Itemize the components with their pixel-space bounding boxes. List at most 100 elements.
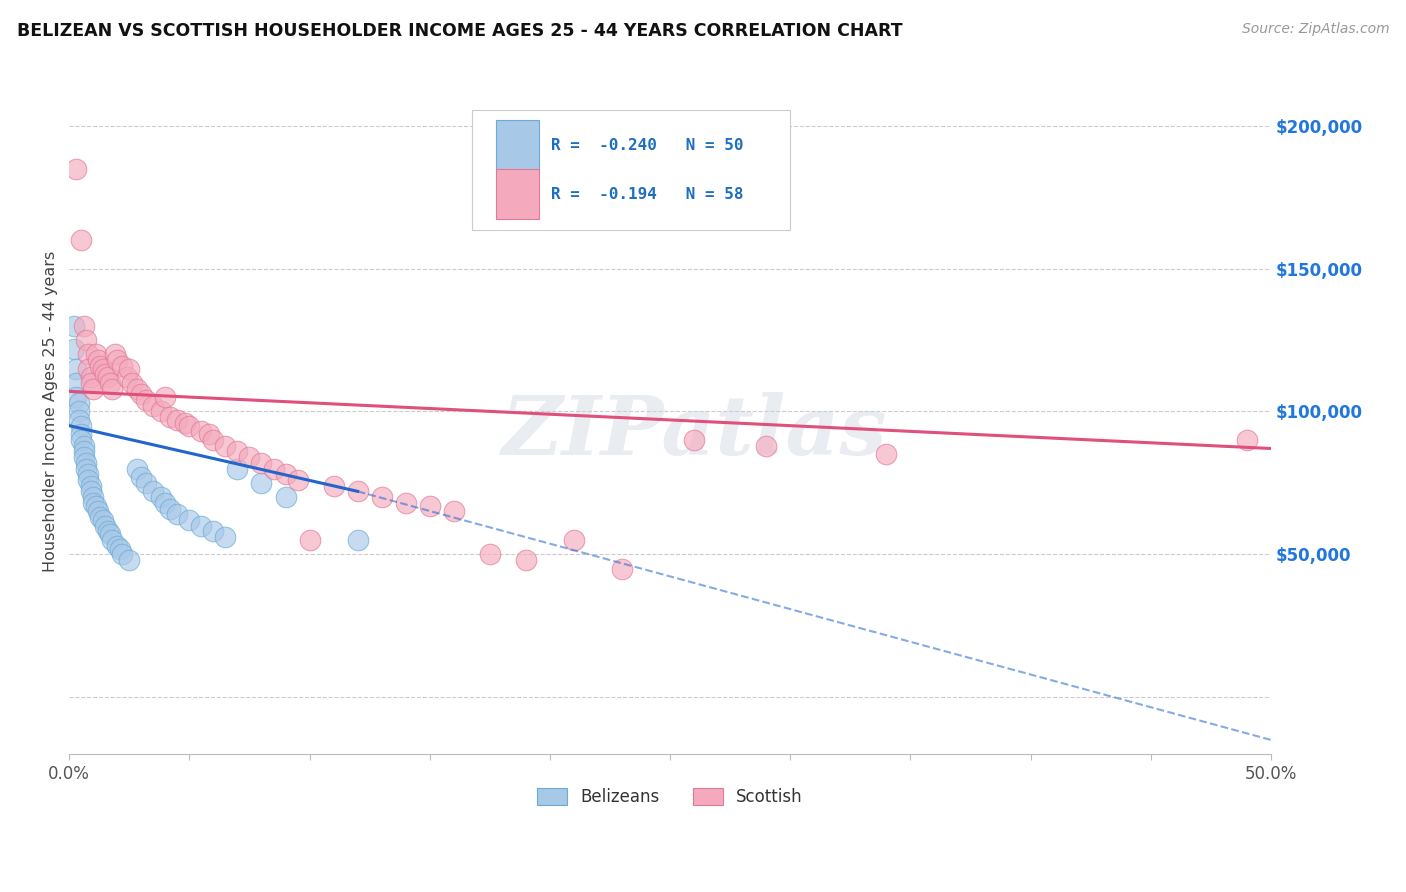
Point	[287, 473, 309, 487]
Point	[72, 444, 94, 458]
Point	[101, 382, 124, 396]
Point	[108, 541, 131, 556]
Point	[395, 496, 418, 510]
Point	[197, 427, 219, 442]
Point	[214, 439, 236, 453]
Point	[111, 547, 134, 561]
Point	[70, 418, 93, 433]
Point	[298, 533, 321, 547]
Point	[82, 496, 104, 510]
Point	[111, 359, 134, 373]
Point	[82, 490, 104, 504]
Point	[131, 387, 153, 401]
Point	[179, 513, 201, 527]
Point	[346, 533, 368, 547]
Point	[202, 433, 225, 447]
Point	[77, 347, 100, 361]
Point	[118, 553, 141, 567]
Point	[80, 370, 103, 384]
Point	[159, 501, 181, 516]
Point	[173, 416, 195, 430]
Text: R =  -0.194   N = 58: R = -0.194 N = 58	[551, 186, 744, 202]
Point	[77, 361, 100, 376]
Point	[77, 467, 100, 482]
Point	[190, 518, 212, 533]
Point	[65, 376, 87, 390]
Point	[63, 318, 86, 333]
Point	[166, 413, 188, 427]
Point	[142, 399, 165, 413]
Point	[755, 439, 778, 453]
Point	[149, 404, 172, 418]
Point	[105, 353, 128, 368]
Point	[190, 425, 212, 439]
FancyBboxPatch shape	[496, 120, 538, 170]
FancyBboxPatch shape	[496, 169, 538, 219]
Point	[105, 539, 128, 553]
Point	[65, 361, 87, 376]
Point	[263, 461, 285, 475]
Point	[346, 484, 368, 499]
Point	[104, 347, 127, 361]
Point	[87, 504, 110, 518]
Point	[125, 461, 148, 475]
Point	[1236, 433, 1258, 447]
Text: BELIZEAN VS SCOTTISH HOUSEHOLDER INCOME AGES 25 - 44 YEARS CORRELATION CHART: BELIZEAN VS SCOTTISH HOUSEHOLDER INCOME …	[17, 22, 903, 40]
Point	[77, 473, 100, 487]
Point	[67, 413, 90, 427]
Point	[226, 461, 249, 475]
Point	[214, 530, 236, 544]
Point	[80, 484, 103, 499]
Point	[75, 456, 97, 470]
Point	[562, 533, 585, 547]
Point	[125, 382, 148, 396]
Point	[202, 524, 225, 539]
Point	[72, 318, 94, 333]
Point	[250, 475, 273, 490]
Point	[121, 376, 143, 390]
Point	[159, 410, 181, 425]
Y-axis label: Householder Income Ages 25 - 44 years: Householder Income Ages 25 - 44 years	[44, 251, 58, 572]
Text: Source: ZipAtlas.com: Source: ZipAtlas.com	[1241, 22, 1389, 37]
Point	[166, 507, 188, 521]
Point	[84, 499, 107, 513]
Point	[274, 490, 297, 504]
Point	[322, 478, 344, 492]
Legend: Belizeans, Scottish: Belizeans, Scottish	[529, 780, 811, 814]
Point	[419, 499, 441, 513]
Point	[515, 553, 537, 567]
Point	[63, 342, 86, 356]
Point	[97, 524, 120, 539]
Point	[97, 370, 120, 384]
Point	[101, 533, 124, 547]
Point	[155, 496, 177, 510]
Point	[610, 561, 633, 575]
Point	[274, 467, 297, 482]
Point	[70, 433, 93, 447]
Point	[87, 353, 110, 368]
Point	[98, 527, 121, 541]
Point	[72, 450, 94, 464]
Point	[67, 404, 90, 418]
Point	[155, 390, 177, 404]
Point	[683, 433, 706, 447]
Point	[70, 233, 93, 247]
Point	[478, 547, 501, 561]
Point	[65, 161, 87, 176]
Point	[131, 470, 153, 484]
Point	[94, 368, 117, 382]
Point	[82, 382, 104, 396]
Point	[70, 427, 93, 442]
Point	[72, 439, 94, 453]
Point	[135, 475, 157, 490]
Point	[370, 490, 392, 504]
Point	[94, 518, 117, 533]
Point	[91, 513, 114, 527]
Point	[226, 444, 249, 458]
Point	[118, 361, 141, 376]
Point	[98, 376, 121, 390]
Point	[238, 450, 260, 464]
Point	[135, 392, 157, 407]
FancyBboxPatch shape	[472, 110, 790, 229]
Text: R =  -0.240   N = 50: R = -0.240 N = 50	[551, 137, 744, 153]
